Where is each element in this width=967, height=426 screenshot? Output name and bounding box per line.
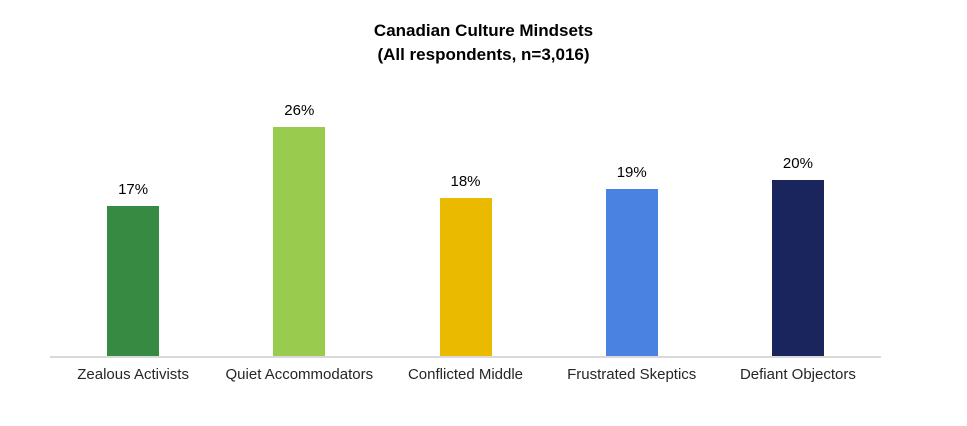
bar-value-label: 20% [782, 155, 813, 172]
bar-group: 20% [715, 0, 881, 356]
bar-value-label: 26% [284, 102, 315, 119]
bar-value-label: 17% [118, 181, 149, 198]
category-label: Defiant Objectors [739, 366, 856, 383]
bar-group: 19% [549, 0, 715, 356]
bar-value-label: 19% [616, 164, 647, 181]
bar [273, 127, 326, 356]
category-label: Conflicted Middle [407, 366, 524, 383]
bar [605, 189, 658, 356]
category-label: Quiet Accommodators [225, 366, 374, 383]
bar [771, 180, 824, 356]
category-label: Zealous Activists [77, 366, 189, 383]
bar [439, 198, 492, 356]
bar-group: 17% [50, 0, 216, 356]
chart-title-block: Canadian Culture Mindsets (All responden… [0, 19, 967, 67]
category-label: Frustrated Skeptics [567, 366, 697, 383]
chart-title: Canadian Culture Mindsets [373, 21, 594, 40]
chart-subtitle: (All respondents, n=3,016) [377, 45, 590, 64]
x-axis-line [50, 356, 881, 358]
bar-group: 26% [216, 0, 382, 356]
bar-group: 18% [382, 0, 548, 356]
bar-value-label: 18% [450, 173, 481, 190]
category-axis: Zealous Activists Quiet Accommodators Conf… [50, 365, 881, 385]
plot-area: 17% 26% 18% 19% 20% [50, 0, 881, 356]
bar [107, 206, 160, 356]
